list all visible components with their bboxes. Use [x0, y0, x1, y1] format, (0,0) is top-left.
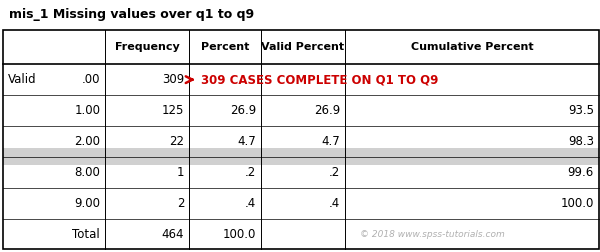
Text: 22: 22	[169, 135, 184, 148]
Text: .2: .2	[245, 166, 256, 179]
Text: 125: 125	[162, 104, 184, 117]
Text: Valid: Valid	[8, 73, 37, 86]
Text: 98.3: 98.3	[568, 135, 594, 148]
Text: 26.9: 26.9	[314, 104, 340, 117]
Text: 9.00: 9.00	[74, 197, 100, 210]
Text: 309: 309	[162, 73, 184, 86]
Text: 2: 2	[176, 197, 184, 210]
Text: 4.7: 4.7	[322, 135, 340, 148]
Text: 8.00: 8.00	[74, 166, 100, 179]
Text: Percent: Percent	[201, 42, 249, 52]
Text: 100.0: 100.0	[223, 228, 256, 241]
Bar	[3, 30, 599, 249]
Text: 309 CASES COMPLETE ON Q1 TO Q9: 309 CASES COMPLETE ON Q1 TO Q9	[201, 73, 439, 86]
Text: 1: 1	[176, 166, 184, 179]
Text: 99.6: 99.6	[568, 166, 594, 179]
Text: .4: .4	[329, 197, 340, 210]
Text: 2.00: 2.00	[74, 135, 100, 148]
Text: Valid Percent: Valid Percent	[262, 42, 344, 52]
Text: 4.7: 4.7	[238, 135, 256, 148]
Text: 100.0: 100.0	[560, 197, 594, 210]
Text: 1.00: 1.00	[74, 104, 100, 117]
Text: 464: 464	[162, 228, 184, 241]
Text: .4: .4	[245, 197, 256, 210]
Text: Frequency: Frequency	[115, 42, 179, 52]
Text: 93.5: 93.5	[568, 104, 594, 117]
Text: .00: .00	[82, 73, 100, 86]
Text: Cumulative Percent: Cumulative Percent	[410, 42, 533, 52]
Text: © 2018 www.spss-tutorials.com: © 2018 www.spss-tutorials.com	[359, 230, 505, 239]
Text: mis_1 Missing values over q1 to q9: mis_1 Missing values over q1 to q9	[9, 8, 254, 21]
Bar	[3, 148, 599, 165]
Text: .2: .2	[329, 166, 340, 179]
Text: Total: Total	[73, 228, 100, 241]
Text: 26.9: 26.9	[230, 104, 256, 117]
